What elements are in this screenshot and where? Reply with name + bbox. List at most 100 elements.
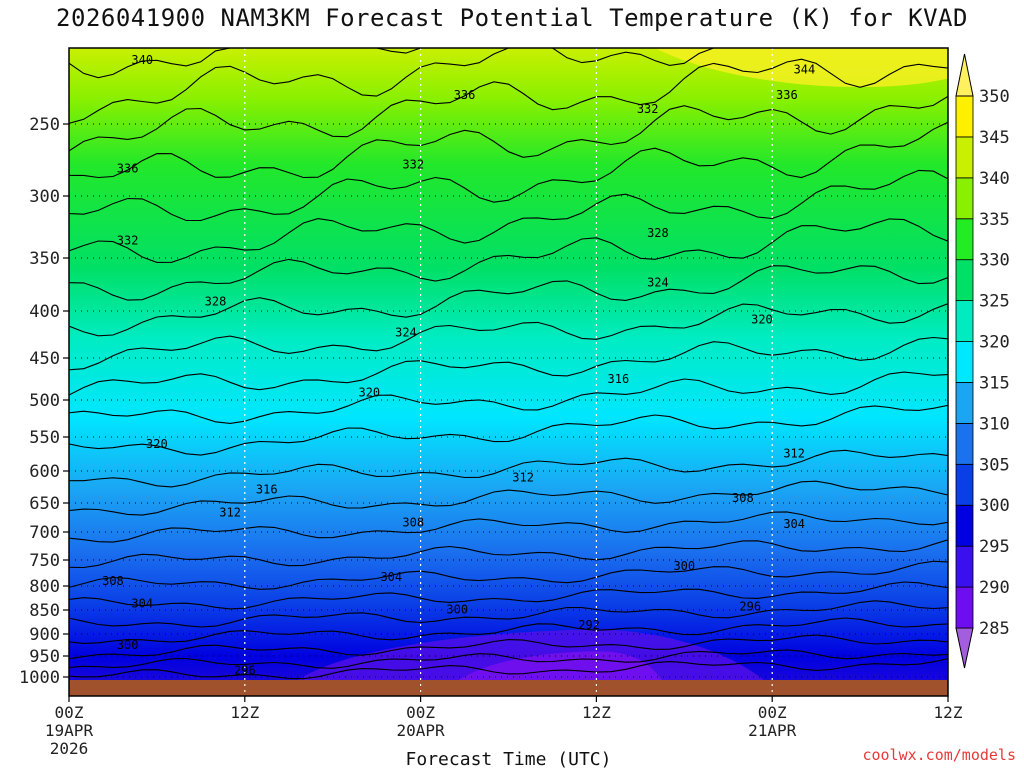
contour-label: 308: [102, 574, 124, 588]
contour-line: [69, 649, 948, 669]
colorbar-swatch: [955, 218, 974, 261]
contour-line: [69, 95, 948, 179]
contour-line: [69, 480, 948, 516]
contour-line: [69, 404, 948, 456]
x-tick-date: 19APR: [45, 721, 94, 740]
contour-label: 304: [380, 570, 402, 584]
contour-label: 316: [608, 372, 630, 386]
y-tick-label: 650: [29, 494, 60, 514]
y-tick-label: 350: [29, 249, 60, 269]
colorbar-swatch: [955, 422, 974, 465]
contour-line: [69, 511, 948, 543]
colorbar-over-triangle: [955, 53, 974, 97]
contour-label: 304: [783, 517, 805, 531]
contour-line: [69, 218, 948, 301]
contour-label: 304: [131, 596, 153, 610]
chart-title: 2026041900 NAM3KM Forecast Potential Tem…: [56, 4, 968, 32]
colorbar-label: 310: [979, 414, 1010, 434]
colorbar-swatch: [955, 341, 974, 383]
contour-line: [69, 169, 948, 263]
contour-lines: [69, 48, 948, 680]
y-tick-label: 850: [29, 601, 60, 621]
x-axis-label: Forecast Time (UTC): [406, 749, 612, 768]
colorbar-swatch: [955, 382, 974, 424]
contour-line: [69, 58, 948, 152]
contour-line: [69, 539, 948, 569]
contour-label: 296: [739, 600, 761, 614]
colorbar-label: 330: [979, 251, 1010, 271]
contour-label: 308: [732, 491, 754, 505]
contour-line: [69, 581, 948, 610]
contour-label: 324: [395, 326, 417, 340]
colorbar-label: 315: [979, 373, 1010, 393]
x-tick-label: 00Z: [758, 703, 787, 722]
contour-line: [69, 617, 948, 644]
x-tick-date: 20APR: [397, 721, 446, 740]
contour-label: 312: [783, 446, 805, 460]
contour-line: [69, 48, 948, 79]
theta-field: [69, 48, 948, 696]
plot-frame: [68, 47, 949, 697]
colorbar-swatch: [955, 136, 974, 179]
contour-label: 340: [131, 53, 153, 67]
y-tick-label: 900: [29, 625, 60, 645]
y-tick-label: 300: [29, 187, 60, 207]
contour-label: 336: [454, 88, 476, 102]
colorbar-label: 340: [979, 169, 1010, 189]
y-tick-label: 800: [29, 577, 60, 597]
contour-line: [69, 449, 948, 488]
contour-label: 332: [637, 102, 659, 116]
colorbar-label: 305: [979, 455, 1010, 475]
y-tick-label: 950: [29, 647, 60, 667]
warm-pocket-345: [655, 48, 948, 88]
contour-label: 320: [751, 312, 773, 326]
contour-label: 320: [146, 437, 168, 451]
contour-label: 300: [117, 638, 139, 652]
y-tick-label: 400: [29, 302, 60, 322]
colorbar-under-triangle: [955, 627, 974, 669]
x-tick-label: 12Z: [582, 703, 611, 722]
contour-line: [69, 336, 948, 396]
x-tick-label: 12Z: [230, 703, 259, 722]
colorbar-swatch: [955, 545, 974, 588]
contour-label: 336: [776, 88, 798, 102]
y-tick-label: 700: [29, 523, 60, 543]
colorbar-label: 335: [979, 210, 1010, 230]
contour-label: 332: [117, 234, 139, 248]
colorbar-swatch: [955, 259, 974, 302]
contour-line: [69, 265, 948, 337]
cold-pocket-288: [449, 651, 670, 687]
colorbar-label: 350: [979, 87, 1010, 107]
colorbar-label: 290: [979, 578, 1010, 598]
contour-label: 320: [358, 385, 380, 399]
contour-line: [69, 48, 948, 124]
y-tick-label: 450: [29, 349, 60, 369]
y-tick-label: 750: [29, 551, 60, 571]
contour-label: 312: [219, 505, 241, 519]
contour-label: 312: [512, 470, 534, 484]
contour-line: [69, 657, 948, 680]
contour-line: [69, 303, 948, 371]
contour-label: 328: [647, 226, 669, 240]
contour-label: 328: [205, 294, 227, 308]
colorbar-label: 345: [979, 128, 1010, 148]
x-tick-label: 12Z: [934, 703, 963, 722]
y-tick-label: 550: [29, 428, 60, 448]
colorbar-label: 300: [979, 496, 1010, 516]
contour-line: [69, 634, 948, 660]
colorbar-label: 285: [979, 619, 1010, 639]
contour-label: 296: [234, 663, 256, 677]
contour-label: 316: [256, 483, 278, 497]
colorbar-label: 320: [979, 333, 1010, 353]
colorbar-swatch: [955, 463, 974, 506]
colorbar-swatch: [955, 586, 974, 629]
y-tick-label: 250: [29, 115, 60, 135]
ground-strip: [69, 680, 948, 696]
contour-label: 300: [446, 603, 468, 617]
colorbar-label: 325: [979, 292, 1010, 312]
contour-line: [69, 121, 948, 222]
colorbar-swatch: [955, 300, 974, 342]
contour-label: 324: [647, 275, 669, 289]
colorbar-swatch: [955, 95, 974, 138]
